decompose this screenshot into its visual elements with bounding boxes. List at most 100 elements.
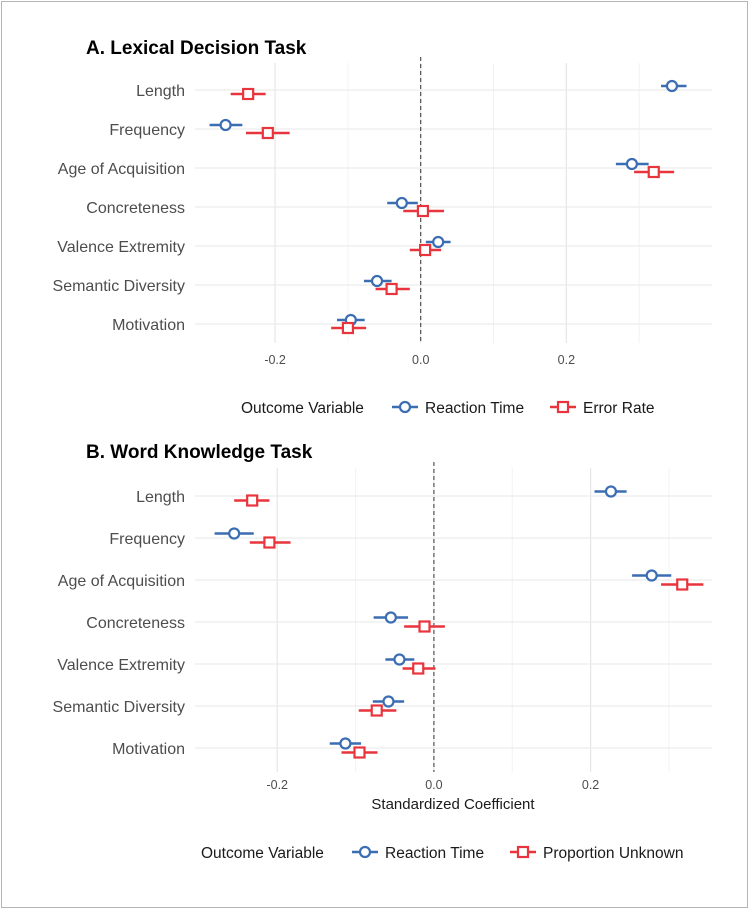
panel-word-knowledge: B. Word Knowledge Task Length Frequency Ag… (53, 442, 712, 862)
point-estimate (263, 536, 276, 549)
mark-error-rate-age-of-acquisition (634, 165, 675, 179)
point-estimate (246, 494, 259, 507)
point-estimate (676, 578, 689, 591)
coefficient-marks (209, 79, 687, 335)
mark-proportion-unknown-concreteness (404, 620, 445, 633)
y-label-motivation: Motivation (112, 741, 185, 758)
legend-key-reaction-time (352, 845, 378, 859)
legend-label-reaction-time: Reaction Time (425, 400, 524, 417)
legend-circle-marker (398, 400, 412, 414)
mark-error-rate-semantic-diversity (375, 282, 410, 296)
legend-key-proportion-unknown (510, 845, 536, 859)
point-estimate (370, 274, 384, 288)
x-axis-title: Standardized Coefficient (371, 796, 535, 813)
point-estimate (261, 126, 274, 140)
legend-label-proportion-unknown: Proportion Unknown (543, 845, 683, 862)
y-label-age-of-acquisition: Age of Acquisition (58, 573, 185, 590)
y-axis-labels: Length Frequency Age of Acquisition Concret… (53, 83, 185, 334)
coefficient-marks (214, 485, 704, 759)
x-tick-label: 0.2 (582, 778, 599, 792)
x-axis-ticks: -0.2 0.0 0.2 (264, 353, 575, 367)
point-estimate (341, 321, 355, 335)
legend-title: Outcome Variable (201, 845, 324, 862)
point-estimate (353, 746, 366, 759)
mark-proportion-unknown-semantic-diversity (358, 704, 397, 717)
mark-proportion-unknown-motivation (341, 746, 378, 759)
y-label-motivation: Motivation (112, 317, 185, 334)
point-estimate (382, 695, 395, 708)
mark-error-rate-concreteness (403, 204, 445, 218)
mark-reaction-time-age-of-acquisition (615, 157, 649, 171)
mark-reaction-time-valence-extremity (385, 653, 415, 666)
panel-title: B. Word Knowledge Task (86, 442, 313, 463)
y-label-valence-extremity: Valence Extremity (57, 239, 185, 256)
x-axis-ticks: -0.2 0.0 0.2 (266, 778, 599, 792)
mark-reaction-time-frequency (214, 527, 254, 540)
mark-reaction-time-motivation (329, 737, 362, 750)
legend: Outcome Variable Reaction Time Error Rat… (241, 400, 655, 417)
y-label-length: Length (136, 489, 185, 506)
point-estimate (418, 620, 431, 633)
point-estimate (419, 243, 432, 257)
point-estimate (416, 204, 430, 218)
mark-error-rate-valence-extremity (409, 243, 442, 257)
mark-proportion-unknown-valence-extremity (402, 662, 436, 675)
y-label-valence-extremity: Valence Extremity (57, 657, 185, 674)
mark-reaction-time-semantic-diversity (363, 274, 392, 288)
mark-reaction-time-length (594, 485, 627, 498)
point-estimate (645, 569, 658, 582)
point-estimate (625, 157, 639, 171)
mark-proportion-unknown-age-of-acquisition (661, 578, 704, 591)
legend-key-error-rate (550, 400, 576, 414)
point-estimate (665, 79, 679, 93)
y-label-semantic-diversity: Semantic Diversity (53, 278, 185, 295)
y-label-semantic-diversity: Semantic Diversity (53, 699, 185, 716)
mark-error-rate-frequency (245, 126, 290, 140)
x-tick-label: 0.0 (425, 778, 442, 792)
gridlines (195, 468, 712, 772)
mark-reaction-time-valence-extremity (425, 235, 451, 249)
legend: Outcome Variable Reaction Time Proportio… (201, 845, 683, 862)
mark-reaction-time-concreteness (373, 611, 409, 624)
legend-key-reaction-time (392, 400, 418, 414)
point-estimate (395, 196, 408, 210)
x-tick-label: 0.2 (558, 353, 575, 367)
point-estimate (385, 282, 398, 296)
legend-square-marker (556, 400, 570, 414)
point-estimate (384, 611, 397, 624)
panel-lexical-decision: A. Lexical Decision Task Length Frequency… (53, 38, 712, 417)
point-estimate (242, 87, 255, 101)
mark-reaction-time-frequency (209, 118, 243, 132)
legend-label-error-rate: Error Rate (583, 400, 655, 417)
mark-error-rate-motivation (331, 321, 367, 335)
mark-error-rate-length (230, 87, 266, 101)
y-label-length: Length (136, 83, 185, 100)
gridlines (195, 63, 712, 343)
y-label-frequency: Frequency (109, 122, 185, 139)
legend-square-marker (516, 845, 530, 859)
mark-proportion-unknown-length (234, 494, 270, 507)
point-estimate (604, 485, 618, 498)
point-estimate (393, 653, 406, 666)
panel-title: A. Lexical Decision Task (86, 38, 307, 59)
mark-reaction-time-length (661, 79, 687, 93)
legend-circle-marker (358, 845, 372, 859)
y-label-age-of-acquisition: Age of Acquisition (58, 161, 185, 178)
y-axis-labels: Length Frequency Age of Acquisition Concret… (53, 489, 185, 758)
x-tick-label: -0.2 (266, 778, 288, 792)
point-estimate (370, 704, 383, 717)
legend-title: Outcome Variable (241, 400, 364, 417)
mark-proportion-unknown-frequency (249, 536, 291, 549)
x-tick-label: 0.0 (412, 353, 429, 367)
mark-reaction-time-age-of-acquisition (632, 569, 672, 582)
point-estimate (647, 165, 660, 179)
mark-reaction-time-concreteness (387, 196, 418, 210)
x-tick-label: -0.2 (264, 353, 286, 367)
point-estimate (228, 527, 241, 540)
y-label-concreteness: Concreteness (86, 200, 185, 217)
legend-label-reaction-time: Reaction Time (385, 845, 484, 862)
point-estimate (412, 662, 425, 675)
mark-reaction-time-semantic-diversity (372, 695, 405, 708)
